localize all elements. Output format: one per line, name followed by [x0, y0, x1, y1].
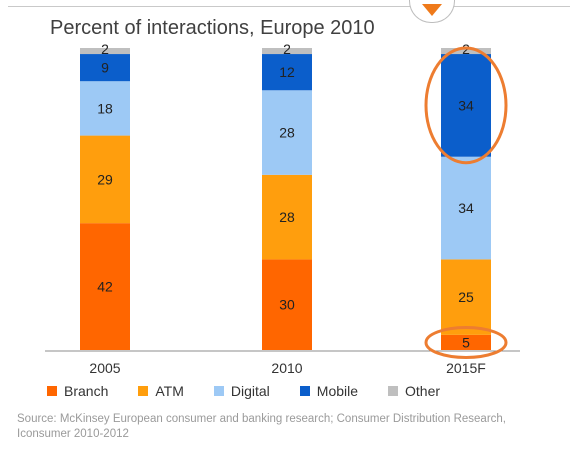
source-note: Source: McKinsey European consumer and b… — [17, 413, 506, 440]
highlight-ellipse-branch — [424, 325, 508, 359]
bar-2005-digital — [80, 81, 130, 136]
x-tick-label-2015f: 2015F — [446, 360, 486, 376]
chart-title: Percent of interactions, Europe 2010 — [50, 17, 375, 39]
bar-2005-other — [80, 48, 130, 55]
bar-2005-atm — [80, 135, 130, 224]
bar-2015f-digital — [441, 156, 491, 260]
legend-item-mobile: Mobile — [299, 383, 359, 399]
legend-item-digital: Digital — [213, 383, 270, 399]
data-label-2005-branch: 42 — [97, 279, 113, 295]
data-label-2005-digital: 18 — [97, 100, 113, 116]
legend-label-atm: ATM — [155, 383, 184, 399]
data-label-2015f-digital: 34 — [458, 200, 474, 216]
data-label-2010-digital: 28 — [279, 125, 295, 141]
legend-swatch-digital — [213, 386, 224, 396]
data-label-2010-atm: 28 — [279, 209, 295, 225]
data-label-2010-mobile: 12 — [279, 64, 295, 80]
legend-label-digital: Digital — [230, 383, 270, 399]
data-label-2005-other: 2 — [101, 41, 109, 57]
data-label-2015f-branch: 5 — [462, 334, 470, 350]
bar-2010-mobile — [262, 54, 312, 91]
legend-swatch-mobile — [299, 386, 310, 396]
bar-2005-mobile — [80, 54, 130, 82]
down-triangle-icon — [422, 4, 442, 16]
legend-item-other: Other — [388, 383, 440, 399]
bar-2015f-mobile — [441, 54, 491, 157]
legend-label-other: Other — [405, 383, 441, 399]
data-label-2005-atm: 29 — [97, 171, 113, 187]
top-divider — [8, 6, 570, 7]
data-label-2010-other: 2 — [283, 41, 291, 57]
legend-label-branch: Branch — [64, 383, 109, 399]
x-tick-label-2005: 2005 — [89, 360, 120, 376]
legend-swatch-atm — [138, 386, 149, 396]
bar-2015f-other — [441, 48, 491, 55]
legend-swatch-branch — [47, 386, 57, 396]
data-label-2015f-mobile: 34 — [458, 97, 474, 113]
highlight-ellipse-mobile — [424, 46, 508, 165]
bar-2015f-atm — [441, 259, 491, 335]
bar-2010-digital — [262, 90, 312, 175]
bar-2015f-branch — [441, 334, 491, 350]
legend-item-branch: Branch — [47, 383, 108, 399]
data-label-2010-branch: 30 — [279, 297, 295, 313]
bar-2005-branch — [80, 223, 130, 350]
chart-legend: Branch ATM Digital Mobile Other — [47, 382, 470, 400]
bar-2010-branch — [262, 259, 312, 350]
data-label-2015f-atm: 25 — [458, 289, 474, 305]
legend-swatch-other — [388, 386, 399, 396]
data-label-2005-mobile: 9 — [101, 60, 109, 76]
bar-2010-atm — [262, 174, 312, 260]
x-tick-label-2010: 2010 — [271, 360, 302, 376]
bar-2010-other — [262, 48, 312, 55]
legend-label-mobile: Mobile — [316, 383, 359, 399]
legend-item-atm: ATM — [138, 383, 184, 399]
